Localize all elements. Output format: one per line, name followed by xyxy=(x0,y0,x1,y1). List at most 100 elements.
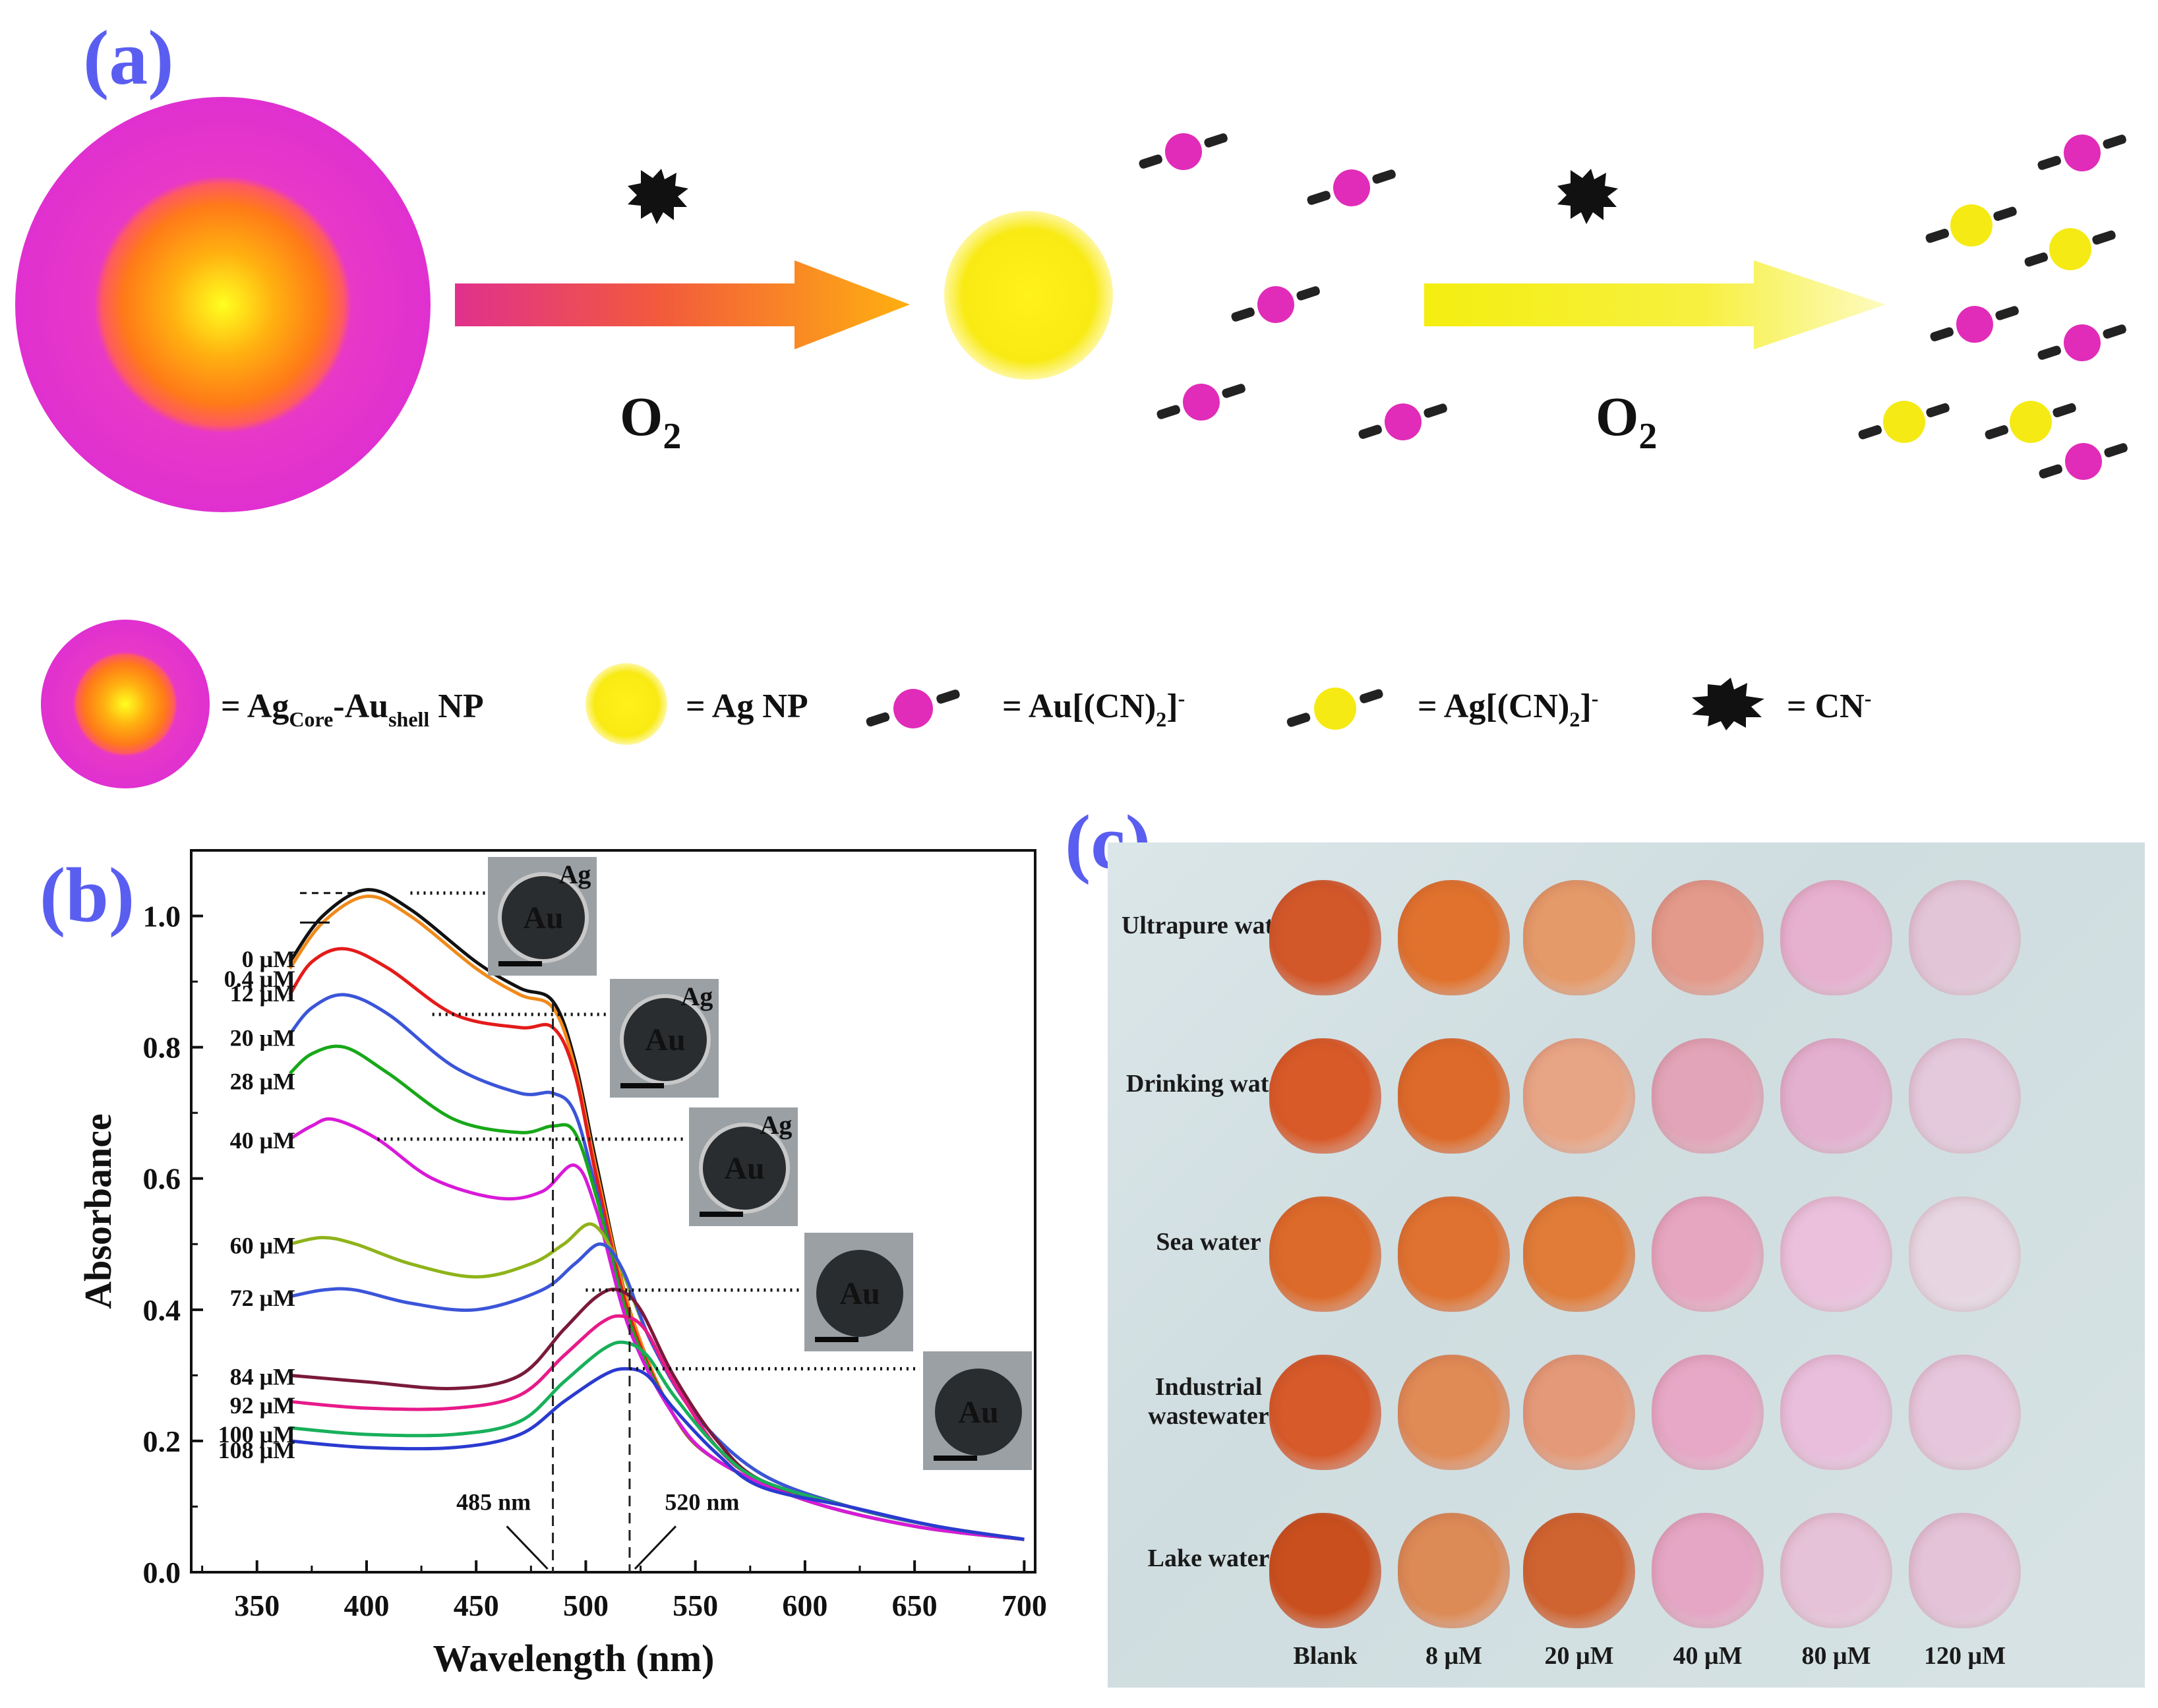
absorbance-chart: 350 400 450 500 550 600 650 700 0.0 0.2 0.4 0.6 0.8 1… xyxy=(76,849,1047,1680)
y-axis-title: Absorbance xyxy=(76,1113,119,1309)
column-label: Blank xyxy=(1293,1642,1358,1670)
product-complex-group xyxy=(1858,134,2128,480)
sample-disc xyxy=(1269,1513,1381,1628)
tem-particle xyxy=(701,1125,788,1212)
series-line-40M xyxy=(289,1117,1025,1541)
legend-au-cn-text: = Au[(CN)2]- xyxy=(1002,686,1185,731)
annotation-arrow xyxy=(506,1525,549,1570)
cn-ion-icon-2 xyxy=(1557,169,1618,224)
row-label: Lake water xyxy=(1147,1545,1270,1572)
series-label: 12 μM xyxy=(230,980,295,1007)
series-label: 40 μM xyxy=(230,1127,295,1154)
legend-ag-cn-text: = Ag[(CN)2]- xyxy=(1418,686,1598,731)
tem-particle xyxy=(622,996,709,1083)
sample-disc xyxy=(1652,1196,1764,1312)
tem-shell xyxy=(498,872,589,963)
series-label: 108 μM xyxy=(218,1437,295,1463)
column-label: 20 μM xyxy=(1544,1642,1614,1670)
series-label: 72 μM xyxy=(230,1285,295,1311)
legend-ag-np-icon xyxy=(585,663,667,745)
sample-disc xyxy=(1269,1355,1381,1470)
sample-disc xyxy=(1523,1038,1635,1154)
tem-au-label: Au xyxy=(839,1276,880,1311)
sample-disc xyxy=(1398,1196,1510,1312)
row-label: Ultrapure water xyxy=(1121,912,1296,939)
series-label: 100 μM xyxy=(218,1421,295,1448)
column-label: 8 μM xyxy=(1425,1642,1482,1670)
x-tick-label: 450 xyxy=(454,1589,499,1622)
y-tick-label: 0.6 xyxy=(143,1162,181,1196)
y-tick-label: 1.0 xyxy=(143,900,181,933)
x-tick-label: 350 xyxy=(234,1589,280,1622)
series-line-108M xyxy=(289,1367,1025,1541)
x-tick-label: 550 xyxy=(673,1589,718,1622)
tem-inset-4: Au xyxy=(804,1233,913,1351)
row-label: Sea water xyxy=(1156,1228,1261,1256)
y-tick-label: 0.8 xyxy=(143,1031,181,1065)
series-line-28M xyxy=(288,1044,1025,1541)
au-cn-complex-group-1 xyxy=(1139,133,1447,440)
legend-cn-text: = CN- xyxy=(1787,686,1871,725)
sample-disc xyxy=(1523,1196,1635,1312)
sample-disc xyxy=(1269,880,1381,995)
sample-disc xyxy=(1652,1038,1764,1154)
tem-shell xyxy=(620,994,711,1085)
x-tick-label: 650 xyxy=(892,1589,938,1622)
sample-disc xyxy=(1909,1355,2021,1470)
core-shell-nanoparticle xyxy=(15,97,431,512)
y-tick-label: 0.2 xyxy=(143,1425,181,1458)
sample-disc xyxy=(1909,880,2021,995)
arrow2-o2-label: O2 xyxy=(1596,386,1657,457)
tem-ag-label: Ag xyxy=(681,982,713,1011)
series-label: 28 μM xyxy=(230,1068,295,1094)
sample-disc xyxy=(1398,1038,1510,1154)
series-label: 84 μM xyxy=(230,1363,295,1390)
tem-inset-3: Au Ag xyxy=(689,1107,798,1226)
sample-disc xyxy=(1780,1196,1892,1312)
scheme-diagram: O2 O2 = AgCore-Aushell NP = Ag NP xyxy=(15,97,2128,788)
plot-frame xyxy=(190,849,1036,1574)
ag-nanoparticle xyxy=(944,211,1113,380)
peak-annotation: 485 nm xyxy=(456,1488,531,1515)
series-label: 0.4 μM xyxy=(224,966,295,992)
tem-au-label: Au xyxy=(645,1022,685,1057)
tem-scale-bar xyxy=(815,1337,858,1342)
tem-scale-bar xyxy=(700,1212,743,1217)
tem-particle xyxy=(500,874,587,961)
x-tick-label: 600 xyxy=(782,1589,827,1622)
sample-disc xyxy=(1909,1038,2021,1154)
tem-au-label: Au xyxy=(523,900,563,935)
reaction-arrow-2 xyxy=(1424,260,1886,349)
reaction-arrow-1 xyxy=(455,260,910,349)
cn-ion-icon xyxy=(628,169,688,224)
tem-au-label: Au xyxy=(958,1395,998,1430)
row-label: Drinking water xyxy=(1125,1070,1292,1098)
sample-disc xyxy=(1523,1355,1635,1470)
x-tick-label: 500 xyxy=(563,1589,609,1622)
tem-ag-label: Ag xyxy=(559,860,591,889)
sample-disc xyxy=(1398,1513,1510,1628)
legend-core-shell-icon xyxy=(41,620,210,788)
sample-disc xyxy=(1398,880,1510,995)
sample-disc xyxy=(1780,880,1892,995)
tem-particle xyxy=(816,1250,903,1337)
tem-particle xyxy=(935,1369,1022,1456)
y-tick-label: 0.4 xyxy=(143,1293,181,1327)
series-label: 0 μM xyxy=(242,946,295,972)
series-line-100M xyxy=(289,1340,1025,1541)
tem-scale-bar xyxy=(934,1456,977,1461)
x-tick-label: 700 xyxy=(1002,1589,1047,1622)
series-label: 92 μM xyxy=(230,1392,295,1419)
tem-scale-bar xyxy=(620,1083,664,1088)
panel-label-b: (b) xyxy=(40,852,135,938)
sample-disc xyxy=(1269,1038,1381,1154)
peak-annotation: 520 nm xyxy=(665,1488,739,1515)
sample-disc xyxy=(1652,1355,1764,1470)
tem-inset-5: Au xyxy=(923,1351,1032,1470)
panel-label-a: (a) xyxy=(83,15,174,101)
sample-disc xyxy=(1909,1196,2021,1312)
sample-disc xyxy=(1523,1513,1635,1628)
sample-disc xyxy=(1523,880,1635,995)
sample-disc xyxy=(1652,880,1764,995)
legend-au-cn-icon xyxy=(866,689,960,728)
